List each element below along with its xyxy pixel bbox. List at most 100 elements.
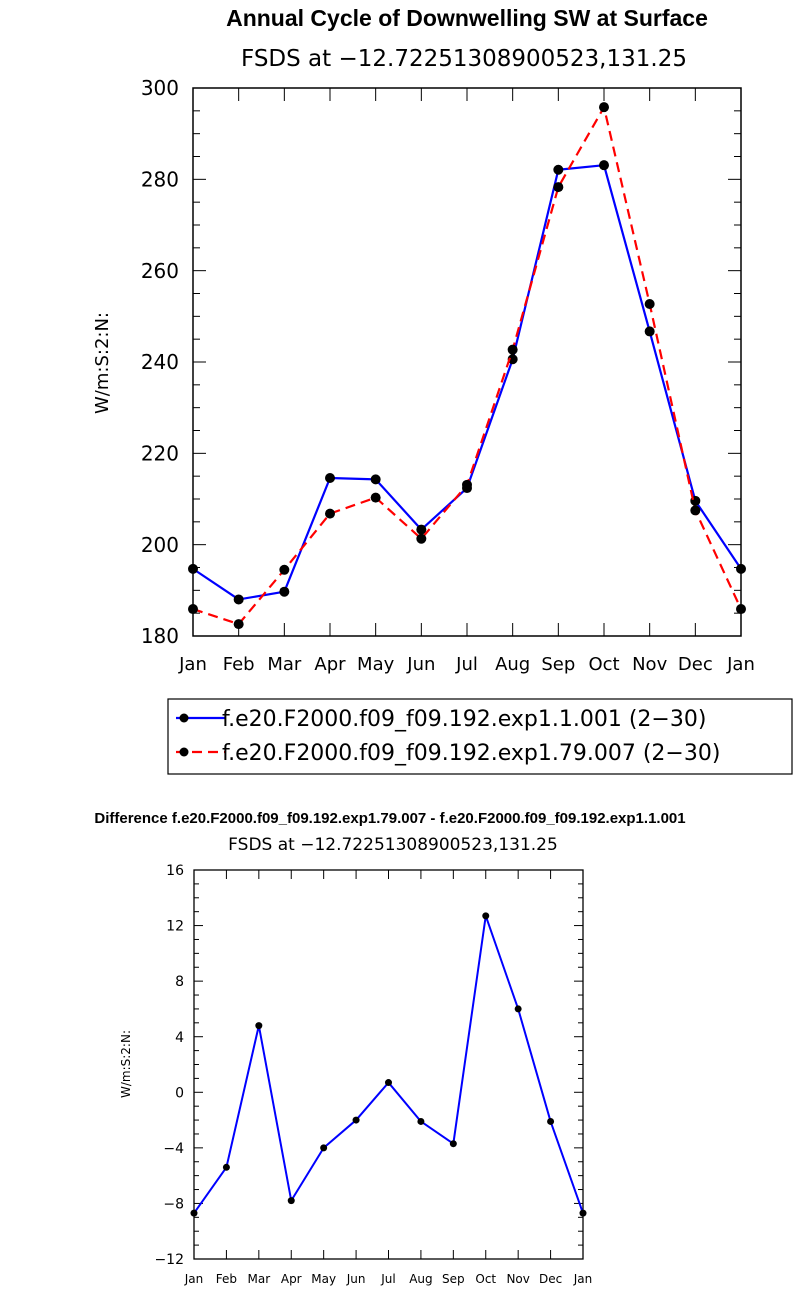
x-tick-label: Oct [588,654,619,675]
series-1-point [233,594,244,605]
series-1-point [320,1144,328,1152]
x-tick-label: Sep [442,1272,465,1286]
legend-entry-series-1: f.e20.F2000.f09_f09.192.exp1.1.001 (2−30… [176,707,706,732]
series-1-point [416,524,427,535]
x-tick-label: Apr [281,1272,302,1286]
x-tick-label: May [357,654,395,675]
x-tick-label: Jul [455,654,478,675]
x-tick-label: Nov [506,1272,529,1286]
series-1-point [449,1140,457,1148]
series-line-1 [192,164,742,601]
x-tick-label: Jan [178,654,207,675]
x-tick-label: Sep [541,654,575,675]
chart1-ylabel: W/m:S:2:N: [92,312,113,414]
series-2-point [644,299,655,310]
x-tick-label: May [311,1272,336,1286]
legend-entry-series-2: f.e20.F2000.f09_f09.192.exp1.79.007 (2−3… [176,741,720,766]
series-1-point [553,164,564,175]
series-1-point [222,1163,230,1171]
y-tick-label: 260 [141,259,179,283]
legend-marker-series-1 [179,713,189,723]
y-tick-label: 200 [141,533,179,557]
y-tick-label: 8 [175,974,184,990]
legend-label-series-2: f.e20.F2000.f09_f09.192.exp1.79.007 (2−3… [222,741,720,766]
series-1-point [325,472,335,483]
annual-cycle-chart: Annual Cycle of Downwelling SW at Surfac… [92,5,755,675]
chart2-tick-labels: −12 −8 −4 0 4 8 12 16 Jan Feb Mar Apr May Jun Jul Aug Se… [154,863,592,1286]
series-2-point [690,505,701,516]
x-tick-label: Jan [573,1272,593,1286]
x-tick-label: Nov [632,654,667,675]
series-1-point [279,586,290,597]
x-tick-label: Jul [380,1272,395,1286]
series-1-point [385,1079,392,1087]
plot-frame [193,869,584,1260]
legend-box [167,698,793,775]
x-tick-label: Aug [409,1272,432,1286]
legend-label-series-1: f.e20.F2000.f09_f09.192.exp1.1.001 (2−30… [222,707,706,732]
chart1-title: Annual Cycle of Downwelling SW at Surfac… [226,5,708,31]
x-tick-label: Apr [314,654,346,675]
y-tick-label: 220 [141,442,179,466]
y-tick-label: 280 [141,168,179,192]
x-tick-label: Mar [248,1272,271,1286]
chart1-series-group [188,102,746,630]
chart2-ylabel: W/m:S:2:N: [119,1030,133,1098]
series-1-point [644,326,655,337]
series-1-point [482,912,490,920]
series-1-point [736,563,746,574]
y-tick-label: −4 [163,1141,184,1157]
series-2-point [233,619,244,630]
series-2-point [507,344,518,355]
x-tick-label: Mar [267,654,302,675]
x-tick-label: Dec [678,654,713,675]
x-tick-label: Feb [216,1272,237,1286]
series-2-point [736,604,746,615]
chart2-axes [193,869,584,1260]
y-tick-label: 240 [141,350,179,374]
x-tick-label: Jan [184,1272,204,1286]
chart1-subtitle: FSDS at −12.72251308900523,131.25 [241,46,687,72]
series-1-point [514,1005,522,1013]
x-tick-label: Dec [539,1272,562,1286]
series-1-point [190,1209,198,1217]
x-tick-label: Oct [475,1272,496,1286]
series-1-point [547,1117,555,1125]
series-2-point [279,564,290,575]
y-tick-label: 16 [166,863,184,879]
chart1-tick-labels: 180 200 220 240 260 280 300 Jan Feb Mar Apr May Jun J… [141,76,755,675]
legend: f.e20.F2000.f09_f09.192.exp1.1.001 (2−30… [167,698,793,775]
y-tick-label: −8 [163,1196,184,1212]
chart2-subtitle: FSDS at −12.72251308900523,131.25 [228,835,558,855]
chart1-axes [192,87,742,637]
y-tick-label: 180 [141,624,179,648]
x-tick-label: Jun [346,1272,366,1286]
series-1-point [507,354,518,365]
series-1-point [417,1117,425,1125]
series-1-point [255,1022,263,1030]
series-1-point [370,474,381,485]
x-tick-label: Feb [223,654,255,675]
difference-chart: Difference f.e20.F2000.f09_f09.192.exp1.… [94,810,685,1286]
chart2-title: Difference f.e20.F2000.f09_f09.192.exp1.… [94,810,685,827]
series-1-point [188,563,198,574]
x-tick-label: Aug [495,654,530,675]
series-1-point [287,1197,295,1205]
series-2-point [553,182,564,193]
series-1-point [352,1116,360,1124]
x-tick-label: Jan [726,654,755,675]
series-1-point [599,160,609,171]
series-line-1 [193,914,584,1214]
chart2-series-group [190,912,587,1217]
series-1-point [579,1209,587,1217]
y-tick-label: 12 [166,919,184,935]
legend-marker-series-2 [179,747,189,757]
series-2-point [599,102,609,113]
y-tick-label: 4 [175,1030,184,1046]
series-2-point [416,533,427,544]
series-2-point [370,492,381,503]
series-2-point [462,479,472,490]
y-tick-label: 300 [141,76,179,100]
y-tick-label: −12 [154,1252,184,1268]
